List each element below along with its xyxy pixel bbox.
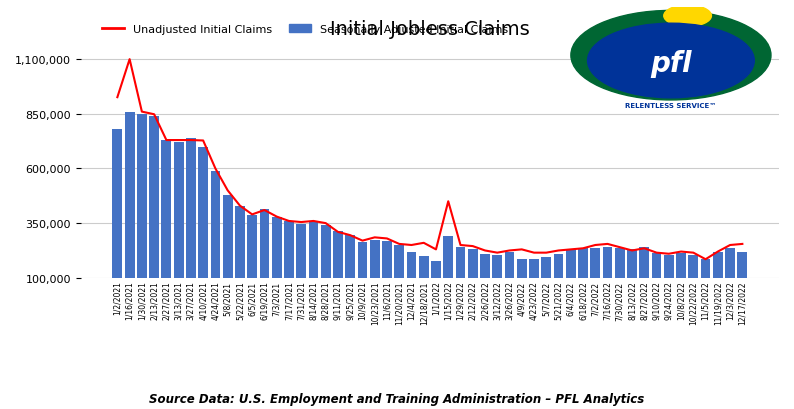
Bar [235,206,245,300]
Bar [113,130,122,300]
Bar [627,250,637,300]
Circle shape [664,6,711,27]
Bar [542,257,551,300]
Bar [652,253,661,300]
Bar [591,249,600,300]
Bar [738,252,747,300]
Bar [357,242,368,300]
Unadjusted Initial Claims [701,257,711,262]
Circle shape [588,24,754,99]
Bar [713,252,723,300]
Bar [370,240,380,300]
Bar [137,115,147,300]
Bar [456,247,465,300]
Bar [284,221,294,300]
Unadjusted Initial Claims [505,248,515,253]
Bar [443,237,453,300]
Unadjusted Initial Claims [113,95,122,100]
Bar [125,112,134,300]
Unadjusted Initial Claims [419,241,429,246]
Bar [578,249,588,300]
Bar [468,250,478,300]
Bar [603,247,612,300]
Bar [615,249,625,300]
Bar [296,225,306,300]
Bar [161,141,172,300]
Bar [480,254,490,300]
Bar [149,117,159,300]
Bar [676,253,686,300]
Bar [345,236,355,300]
Bar [700,260,711,300]
Bar [529,260,539,300]
Bar [247,216,257,300]
Bar [223,195,233,300]
Legend: Unadjusted Initial Claims, Seasonally Adjusted Initial Claims: Unadjusted Initial Claims, Seasonally Ad… [102,25,508,35]
Bar [382,241,392,300]
Bar [492,255,502,300]
Title: Initial Jobless Claims: Initial Jobless Claims [330,20,530,39]
Bar [309,221,318,300]
Bar [407,252,416,300]
Bar [260,209,269,300]
Unadjusted Initial Claims [738,242,747,247]
Bar [688,255,698,300]
Bar [198,147,208,300]
Bar [174,143,183,300]
Text: RELENTLESS SERVICE™: RELENTLESS SERVICE™ [626,103,716,109]
Unadjusted Initial Claims [456,243,465,248]
Bar [272,217,282,300]
Bar [505,252,515,300]
Bar [418,256,429,300]
Bar [664,255,674,300]
Bar [321,226,330,300]
Text: pfl: pfl [650,49,692,77]
Bar [566,250,576,300]
Unadjusted Initial Claims [174,138,183,143]
Bar [333,231,343,300]
Bar [431,262,441,300]
Bar [639,247,649,300]
Unadjusted Initial Claims [125,58,134,63]
Circle shape [571,11,771,101]
Unadjusted Initial Claims [530,251,539,256]
Unadjusted Initial Claims [345,233,355,238]
Bar [517,260,526,300]
Bar [553,254,564,300]
Bar [395,245,404,300]
Bar [210,171,220,300]
Text: Source Data: U.S. Employment and Training Administration – PFL Analytics: Source Data: U.S. Employment and Trainin… [149,392,645,405]
Line: Unadjusted Initial Claims: Unadjusted Initial Claims [118,60,742,260]
Bar [186,139,196,300]
Bar [725,249,735,300]
